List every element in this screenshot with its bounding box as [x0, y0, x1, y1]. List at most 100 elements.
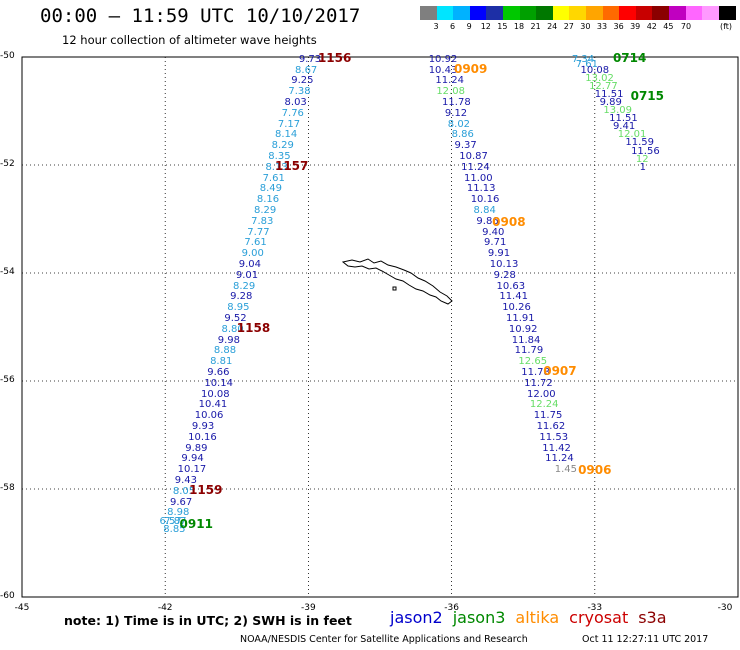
swh-value: 11.00 — [464, 172, 493, 184]
lon-tick-label: -39 — [301, 603, 316, 613]
scale-label: 9 — [466, 22, 472, 31]
footnote: note: 1) Time is in UTC; 2) SWH is in fe… — [64, 613, 352, 628]
pass-time-label: 0909 — [453, 61, 488, 76]
scale-label: 33 — [596, 22, 608, 31]
scale-label: 30 — [580, 22, 591, 31]
scale-swatch — [602, 6, 620, 20]
swh-value: 11.56 — [631, 145, 660, 157]
swh-value: 9.67 — [169, 496, 193, 508]
lon-tick-label: -30 — [717, 603, 733, 613]
scale-label: 45 — [663, 22, 674, 31]
swh-value: 8.80 — [221, 323, 244, 335]
swh-value: 12.24 — [529, 399, 559, 411]
scale-swatch — [718, 6, 736, 20]
swh-value: 8.85 — [163, 523, 186, 535]
pass-time-label: 0906 — [578, 463, 612, 478]
south-georgia-island — [341, 258, 453, 305]
lon-tick-label: -42 — [157, 603, 173, 613]
swh-value: 12.01 — [617, 129, 647, 141]
swh-value: 8.86 — [451, 129, 474, 141]
swh-value: 9.98 — [217, 334, 240, 346]
swh-value: 8.98 — [167, 507, 190, 519]
scale-label: 42 — [646, 22, 657, 31]
swh-value: 11.24 — [545, 453, 574, 465]
legend-s3a: s3a — [638, 608, 667, 627]
lat-tick-label: -56 — [0, 375, 15, 385]
scale-label: 18 — [513, 22, 525, 31]
pass-time-label: 0908 — [492, 214, 526, 229]
swh-value: 11.51 — [609, 113, 638, 125]
swh-value: 11.51 — [594, 88, 624, 100]
swh-value: 7.61 — [575, 59, 598, 71]
lon-tick-label: -33 — [587, 603, 603, 613]
swh-value: 10.06 — [194, 410, 224, 422]
scale-unit: (ft) — [719, 22, 733, 31]
pass-time-label: 1157 — [274, 159, 309, 174]
lat-tick-label: -60 — [0, 591, 15, 601]
swh-value: 9.94 — [181, 453, 204, 465]
scale-swatch — [652, 6, 670, 20]
scale-label: 70 — [680, 22, 692, 31]
legend-cryosat: cryosat — [569, 608, 629, 627]
swh-value: 8.35 — [268, 150, 291, 162]
swh-value: 7.61 — [244, 237, 267, 249]
swh-value: 7.38 — [288, 86, 311, 98]
lon-tick-label: -36 — [444, 603, 459, 613]
scale-label: 15 — [497, 22, 508, 31]
scale-label: 6 — [450, 22, 456, 31]
timestamp: Oct 11 12:27:11 UTC 2017 — [582, 634, 709, 645]
swh-value: 10.92 — [428, 53, 458, 65]
swh-value: 8.81 — [210, 356, 233, 368]
swh-value: 10.41 — [198, 399, 228, 411]
swh-value: 12.65 — [518, 356, 548, 368]
scale-label: 12 — [480, 22, 491, 31]
swh-value: 8.14 — [274, 129, 298, 141]
swh-value: 8.02 — [447, 118, 471, 130]
swh-value: 9.89 — [599, 96, 622, 108]
map-title: 00:00 — 11:59 UTC 10/10/2017 — [40, 5, 361, 27]
swh-value: 11.79 — [514, 345, 544, 357]
swh-value: 11.91 — [506, 312, 535, 324]
swh-value: 8.29 — [253, 204, 277, 216]
swh-value: 8.49 — [259, 183, 282, 195]
swh-value: 7.17 — [277, 118, 301, 130]
swh-value: 12 — [635, 153, 649, 165]
swh-value: 9.43 — [174, 474, 197, 486]
swh-value: 7.34 — [571, 53, 595, 65]
swh-value: 8.95 — [227, 302, 250, 314]
scale-swatch — [436, 6, 454, 20]
credit-line: NOAA/NESDIS Center for Satellite Applica… — [240, 634, 528, 645]
lat-tick-label: -52 — [0, 159, 15, 169]
pass-time-label: 0907 — [543, 364, 577, 379]
swh-value: 12.77 — [589, 80, 618, 92]
swh-value: 1 — [639, 161, 647, 173]
swh-value: 9.28 — [493, 269, 516, 281]
scale-swatch — [503, 6, 520, 20]
swh-value: 8.84 — [473, 204, 496, 216]
swh-value: 10.16 — [470, 194, 500, 206]
swh-value: 8.29 — [232, 280, 256, 292]
lat-tick-label: -50 — [0, 51, 15, 61]
swh-value: 13.02 — [585, 72, 614, 84]
scale-swatch — [669, 6, 686, 20]
pass-time-label: 0715 — [630, 88, 664, 103]
swh-value: 9.93 — [191, 420, 215, 432]
swh-value: 10.92 — [508, 323, 538, 335]
swh-value: 9.00 — [241, 248, 264, 260]
swh-value: 11.84 — [511, 334, 541, 346]
scale-swatch — [586, 6, 603, 20]
swh-value: 8.29 — [271, 140, 294, 152]
scale-swatch — [569, 6, 587, 20]
scale-swatch — [619, 6, 637, 20]
scale-swatch — [486, 6, 504, 20]
swh-value: 9.52 — [224, 312, 247, 324]
scale-swatch — [469, 6, 487, 20]
swh-value: 9.73 — [298, 53, 322, 65]
lat-tick-label: -54 — [0, 267, 15, 277]
scale-swatch — [635, 6, 653, 20]
scale-label: 3 — [433, 22, 439, 31]
swh-value: 11.72 — [524, 377, 553, 389]
swh-value: 10.17 — [177, 464, 207, 476]
pass-time-label: 1159 — [189, 483, 223, 498]
swh-value: 9.40 — [482, 226, 505, 238]
